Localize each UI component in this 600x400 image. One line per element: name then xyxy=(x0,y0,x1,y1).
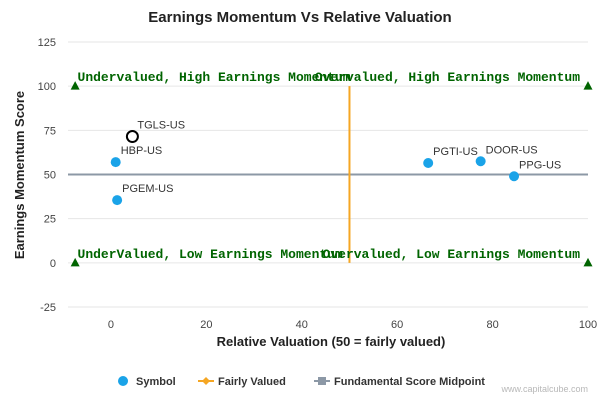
legend-square-icon xyxy=(318,377,326,385)
point-label: DOOR-US xyxy=(486,144,538,156)
y-tick-label: 100 xyxy=(38,81,56,93)
data-point xyxy=(125,130,139,144)
reference-lines xyxy=(68,86,588,263)
x-tick-label: 40 xyxy=(296,319,308,331)
x-tick-label: 100 xyxy=(579,319,597,331)
triangle-marker xyxy=(583,257,593,267)
legend-diamond-icon xyxy=(202,377,210,385)
point-label: PPG-US xyxy=(519,159,561,171)
x-tick-label: 20 xyxy=(200,319,212,331)
point-label: PGTI-US xyxy=(433,146,478,158)
data-point xyxy=(110,157,121,168)
legend-item: Fundamental Score Midpoint xyxy=(314,376,485,388)
y-axis-label: Earnings Momentum Score xyxy=(12,91,27,259)
data-points: TGLS-US HBP-US PGEM-US PGTI-US DOOR-US PPG-US xyxy=(110,120,561,206)
y-tick-label: 50 xyxy=(44,170,56,182)
y-axis-ticks: -25 0 25 50 75 100 125 xyxy=(38,37,56,314)
y-tick-label: -25 xyxy=(40,302,56,314)
x-tick-label: 80 xyxy=(486,319,498,331)
point-label: HBP-US xyxy=(121,145,163,157)
chart-title: Earnings Momentum Vs Relative Valuation xyxy=(148,9,451,26)
y-tick-label: 25 xyxy=(44,214,56,226)
x-axis-label: Relative Valuation (50 = fairly valued) xyxy=(217,334,446,349)
x-tick-label: 60 xyxy=(391,319,403,331)
legend-item: Fairly Valued xyxy=(198,376,286,388)
legend-item: Symbol xyxy=(118,376,176,388)
point-label: PGEM-US xyxy=(122,183,173,195)
legend-label: Fairly Valued xyxy=(218,376,286,388)
legend-circle-icon xyxy=(118,376,128,386)
y-tick-label: 0 xyxy=(50,258,56,270)
quadrant-label: UnderValued, Low Earnings Momentum xyxy=(78,247,343,262)
x-tick-label: 0 xyxy=(108,319,114,331)
triangle-marker xyxy=(70,257,80,267)
legend-label: Fundamental Score Midpoint xyxy=(334,376,485,388)
point-label: TGLS-US xyxy=(137,120,185,132)
y-tick-label: 125 xyxy=(38,37,56,49)
quadrant-labels: Undervalued, High Earnings MomentumOverv… xyxy=(78,70,581,262)
corner-markers xyxy=(70,81,593,267)
data-point xyxy=(475,156,486,167)
triangle-marker xyxy=(583,81,593,90)
x-axis-ticks: 0 20 40 60 80 100 xyxy=(108,319,597,331)
triangle-marker xyxy=(70,81,80,90)
quadrant-label: Overvalued, High Earnings Momentum xyxy=(315,70,580,85)
legend-label: Symbol xyxy=(136,376,176,388)
watermark: www.capitalcube.com xyxy=(501,384,588,394)
data-point xyxy=(112,195,123,206)
data-point xyxy=(423,158,434,169)
quadrant-label: Overvalued, Low Earnings Momentum xyxy=(323,247,581,262)
legend: Symbol Fairly Valued Fundamental Score Mid… xyxy=(118,376,485,388)
quadrant-label: Undervalued, High Earnings Momentum xyxy=(78,70,351,85)
data-point xyxy=(509,171,520,182)
y-tick-label: 75 xyxy=(44,125,56,137)
